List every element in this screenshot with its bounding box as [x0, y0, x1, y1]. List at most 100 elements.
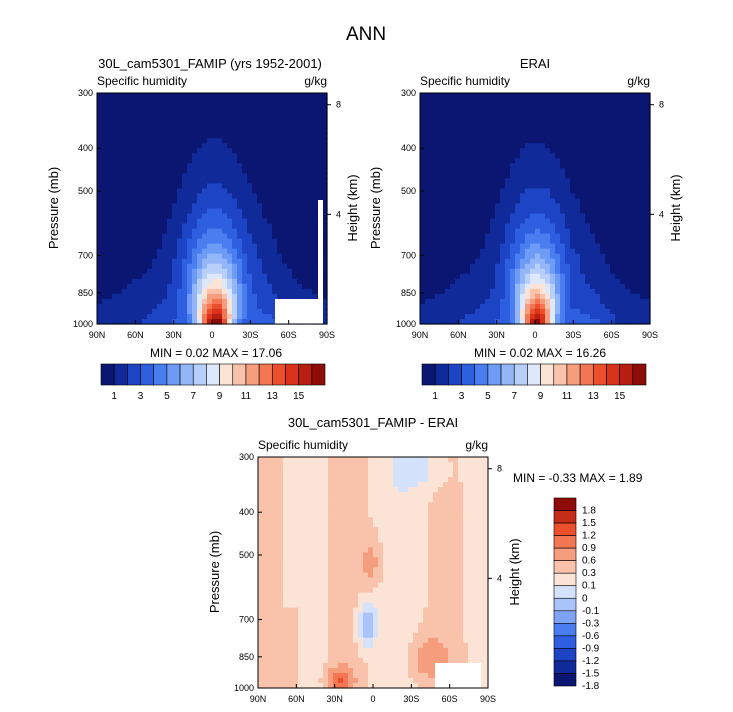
- heatmap-cell: [142, 118, 148, 124]
- heatmap-cell: [535, 178, 541, 184]
- heatmap-cell: [635, 103, 641, 109]
- heatmap-cell: [388, 472, 394, 478]
- heatmap-cell: [580, 143, 586, 149]
- heatmap-cell: [277, 113, 283, 119]
- heatmap-cell: [550, 293, 556, 300]
- heatmap-cell: [435, 248, 441, 255]
- heatmap-cell: [430, 138, 436, 144]
- heatmap-cell: [470, 278, 476, 285]
- heatmap-cell: [292, 288, 298, 295]
- heatmap-cell: [635, 188, 641, 195]
- heatmap-cell: [445, 218, 451, 225]
- heatmap-cell: [505, 208, 511, 215]
- heatmap-cell: [323, 462, 329, 468]
- heatmap-cell: [202, 218, 208, 225]
- heatmap-cell: [217, 148, 223, 154]
- heatmap-cell: [468, 472, 474, 478]
- heatmap-cell: [252, 168, 258, 174]
- heatmap-cell: [252, 253, 258, 260]
- heatmap-cell: [620, 273, 626, 280]
- heatmap-cell: [610, 98, 616, 104]
- heatmap-cell: [425, 243, 431, 250]
- heatmap-cell: [535, 133, 541, 139]
- heatmap-cell: [520, 243, 526, 250]
- heatmap-cell: [273, 462, 279, 468]
- heatmap-cell: [172, 238, 178, 245]
- heatmap-cell: [640, 243, 646, 250]
- heatmap-cell: [107, 238, 113, 245]
- heatmap-cell: [455, 278, 461, 285]
- heatmap-cell: [525, 118, 531, 124]
- heatmap-cell: [107, 278, 113, 285]
- heatmap-cell: [640, 283, 646, 290]
- heatmap-cell: [358, 492, 364, 498]
- heatmap-cell: [595, 118, 601, 124]
- heatmap-cell: [262, 108, 268, 114]
- heatmap-cell: [127, 118, 133, 124]
- heatmap-cell: [132, 193, 138, 200]
- heatmap-cell: [313, 522, 319, 528]
- heatmap-cell: [162, 188, 168, 195]
- heatmap-cell: [132, 168, 138, 174]
- heatmap-cell: [257, 268, 263, 275]
- heatmap-cell: [398, 477, 404, 483]
- heatmap-cell: [630, 218, 636, 225]
- heatmap-cell: [428, 482, 434, 488]
- heatmap-cell: [585, 168, 591, 174]
- heatmap-cell: [267, 308, 273, 315]
- heatmap-cell: [232, 313, 238, 320]
- heatmap-cell: [555, 178, 561, 184]
- x-tick-label: 90N: [89, 330, 106, 340]
- heatmap-cell: [495, 283, 501, 290]
- variable-label: Specific humidity: [420, 74, 510, 88]
- heatmap-cell: [500, 163, 506, 169]
- heatmap-cell: [237, 263, 243, 270]
- heatmap-cell: [560, 138, 566, 144]
- heatmap-cell: [318, 507, 324, 513]
- heatmap-cell: [485, 243, 491, 250]
- heatmap-cell: [187, 223, 193, 230]
- heatmap-cell: [333, 472, 339, 478]
- heatmap-cell: [428, 492, 434, 498]
- heatmap-cell: [403, 472, 409, 478]
- heatmap-cell: [212, 233, 218, 240]
- heatmap-cell: [222, 283, 228, 290]
- heatmap-cell: [257, 218, 263, 225]
- heatmap-cell: [192, 208, 198, 215]
- heatmap-cell: [483, 492, 489, 498]
- heatmap-cell: [645, 218, 651, 225]
- heatmap-cell: [202, 163, 208, 169]
- heatmap-cell: [480, 228, 486, 235]
- heatmap-cell: [555, 243, 561, 250]
- heatmap-cell: [177, 183, 183, 190]
- heatmap-cell: [207, 288, 213, 295]
- heatmap-cell: [450, 223, 456, 230]
- heatmap-cell: [242, 263, 248, 270]
- heatmap-cell: [102, 193, 108, 200]
- heatmap-cell: [373, 497, 379, 503]
- heatmap-cell: [177, 153, 183, 159]
- heatmap-cell: [445, 303, 451, 310]
- heatmap-cell: [420, 318, 426, 325]
- heatmap-cell: [595, 208, 601, 215]
- heatmap-cell: [287, 278, 293, 285]
- heatmap-cell: [443, 502, 449, 508]
- heatmap-cell: [640, 233, 646, 240]
- heatmap-cell: [470, 123, 476, 129]
- heatmap-cell: [520, 213, 526, 220]
- heatmap-cell: [373, 502, 379, 508]
- heatmap-cell: [247, 278, 253, 285]
- heatmap-cell: [550, 113, 556, 119]
- heatmap-cell: [640, 103, 646, 109]
- heatmap-cell: [433, 462, 439, 468]
- heatmap-cell: [122, 98, 128, 104]
- colorbar-swatch: [206, 363, 220, 386]
- heatmap-cell: [600, 158, 606, 164]
- heatmap-cell: [440, 303, 446, 310]
- heatmap-cell: [283, 522, 289, 528]
- heatmap-cell: [485, 293, 491, 300]
- heatmap-cell: [282, 243, 288, 250]
- heatmap-cell: [127, 108, 133, 114]
- heatmap-cell: [187, 293, 193, 300]
- heatmap-cell: [393, 512, 399, 518]
